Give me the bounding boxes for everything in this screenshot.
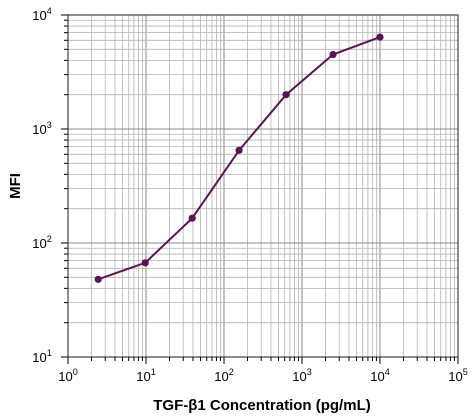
data-point — [329, 50, 337, 59]
y-axis-title: MFI — [7, 173, 24, 199]
grid — [67, 15, 458, 358]
x-axis-title: TGF-β1 Concentration (pg/mL) — [153, 397, 370, 414]
data-point — [235, 146, 243, 154]
plot-frame — [67, 14, 459, 358]
x-tick-label: 104 — [370, 367, 389, 384]
plot-border — [67, 14, 459, 358]
data-point — [376, 33, 384, 41]
x-tick-label: 105 — [448, 367, 467, 384]
axis-ticks — [61, 14, 459, 364]
x-tick-label: 102 — [214, 367, 233, 384]
data-point — [141, 259, 149, 267]
tick-labels: 100 101 102 103 104 105 101 102 103 104 — [32, 6, 467, 384]
x-tick-label: 103 — [292, 367, 311, 384]
y-tick-label: 104 — [32, 6, 51, 23]
y-tick-label: 103 — [32, 120, 51, 137]
y-tick-label: 101 — [32, 348, 51, 365]
data-point — [94, 275, 102, 283]
x-tick-label: 101 — [136, 367, 155, 384]
data-point — [188, 214, 196, 222]
y-tick-label: 102 — [32, 234, 51, 251]
data-point — [282, 91, 290, 99]
x-tick-label: 100 — [58, 367, 77, 384]
data-series — [94, 33, 384, 283]
